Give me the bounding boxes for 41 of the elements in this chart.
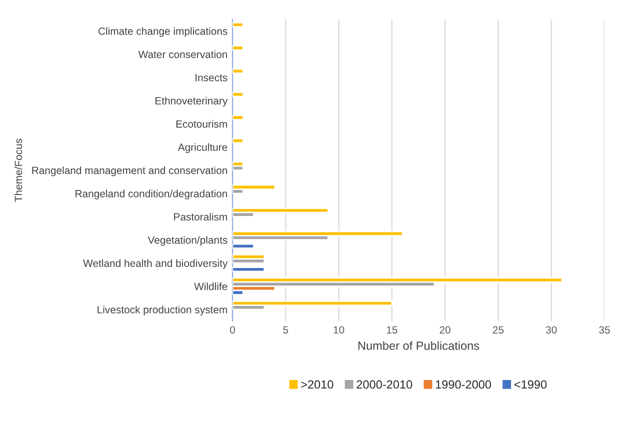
y-tick-label: Climate change implications	[98, 27, 228, 37]
bar	[232, 138, 244, 144]
x-tick-label: 25	[492, 326, 504, 334]
bar	[232, 114, 244, 120]
bar	[232, 266, 266, 272]
x-tick-label: 15	[386, 326, 398, 334]
bar	[232, 68, 244, 74]
bar	[232, 92, 244, 98]
legend-label: >2010	[301, 380, 334, 389]
bar	[232, 184, 276, 190]
legend-label: 2000-2010	[356, 380, 412, 389]
bar	[232, 258, 266, 264]
legend-label: <1990	[514, 380, 547, 389]
x-tick-label: 35	[599, 326, 610, 334]
y-tick-label: Agriculture	[178, 143, 228, 153]
x-tick-label: 30	[546, 326, 557, 334]
y-tick-label: Wildlife	[194, 282, 228, 290]
x-axis-title: Number of Publications	[358, 341, 480, 350]
bar	[232, 45, 244, 51]
y-tick-label: Vegetation/plants	[148, 236, 228, 246]
y-tick-label: Water conservation	[138, 50, 227, 58]
x-tick-label: 20	[440, 326, 450, 334]
bar	[232, 277, 563, 283]
y-axis-title: Theme/Focus	[14, 138, 22, 202]
y-tick-label: Livestock production system	[98, 306, 227, 316]
bar	[232, 300, 393, 306]
bar	[232, 243, 254, 249]
legend-label: 1990-2000	[436, 380, 492, 389]
bar	[232, 22, 244, 28]
y-tick-label: Rangeland condition/degradation	[76, 190, 227, 200]
y-tick-label: Ethnoveterinary	[156, 96, 228, 107]
y-tick-label: Pastoralism	[174, 212, 227, 221]
y-tick-label: Wetland health and biodiversity	[83, 259, 228, 270]
bar	[232, 208, 329, 214]
y-tick-label: Rangeland management and conservation	[32, 166, 227, 176]
x-tick-label: 10	[334, 326, 344, 334]
x-tick-label: 0	[230, 326, 235, 334]
x-tick-label: 5	[283, 326, 288, 334]
bar	[232, 165, 244, 171]
y-tick-label: Ecotourism	[176, 120, 227, 128]
y-tick-label: Insects	[196, 74, 228, 82]
